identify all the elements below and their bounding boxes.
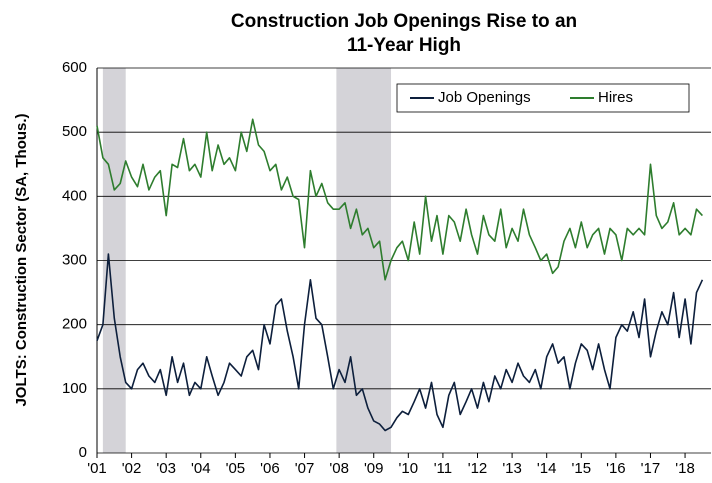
y-tick-label: 500: [62, 123, 87, 140]
x-tick-label: '14: [537, 460, 557, 477]
x-tick-label: '01: [87, 460, 107, 477]
x-tick-label: '08: [329, 460, 349, 477]
y-tick-label: 400: [62, 187, 87, 204]
chart-title: 11-Year High: [347, 35, 461, 56]
y-tick-label: 0: [79, 444, 87, 461]
x-tick-label: '02: [122, 460, 142, 477]
x-tick-label: '06: [260, 460, 280, 477]
y-tick-label: 100: [62, 380, 87, 397]
x-tick-label: '15: [572, 460, 592, 477]
x-tick-label: '05: [226, 460, 246, 477]
legend-label: Hires: [598, 89, 633, 106]
legend-label: Job Openings: [438, 89, 531, 106]
y-axis-label: JOLTS: Construction Sector (SA, Thous.): [13, 113, 30, 406]
x-tick-label: '09: [364, 460, 384, 477]
data-line: [96, 118, 703, 281]
x-tick-label: '16: [606, 460, 626, 477]
x-tick-label: '04: [191, 460, 211, 477]
x-tick-label: '03: [156, 460, 176, 477]
y-tick-label: 300: [62, 251, 87, 268]
x-tick-label: '07: [295, 460, 315, 477]
x-tick-label: '18: [675, 460, 695, 477]
chart-title: Construction Job Openings Rise to an: [231, 11, 577, 32]
legend-box: [396, 83, 690, 113]
x-tick-label: '12: [468, 460, 488, 477]
x-tick-label: '11: [434, 460, 452, 477]
y-tick-label: 200: [62, 316, 87, 333]
x-tick-label: '13: [502, 460, 522, 477]
data-line: [96, 253, 704, 432]
x-tick-label: '17: [641, 460, 661, 477]
x-tick-label: '10: [399, 460, 419, 477]
y-tick-label: 600: [62, 59, 87, 76]
